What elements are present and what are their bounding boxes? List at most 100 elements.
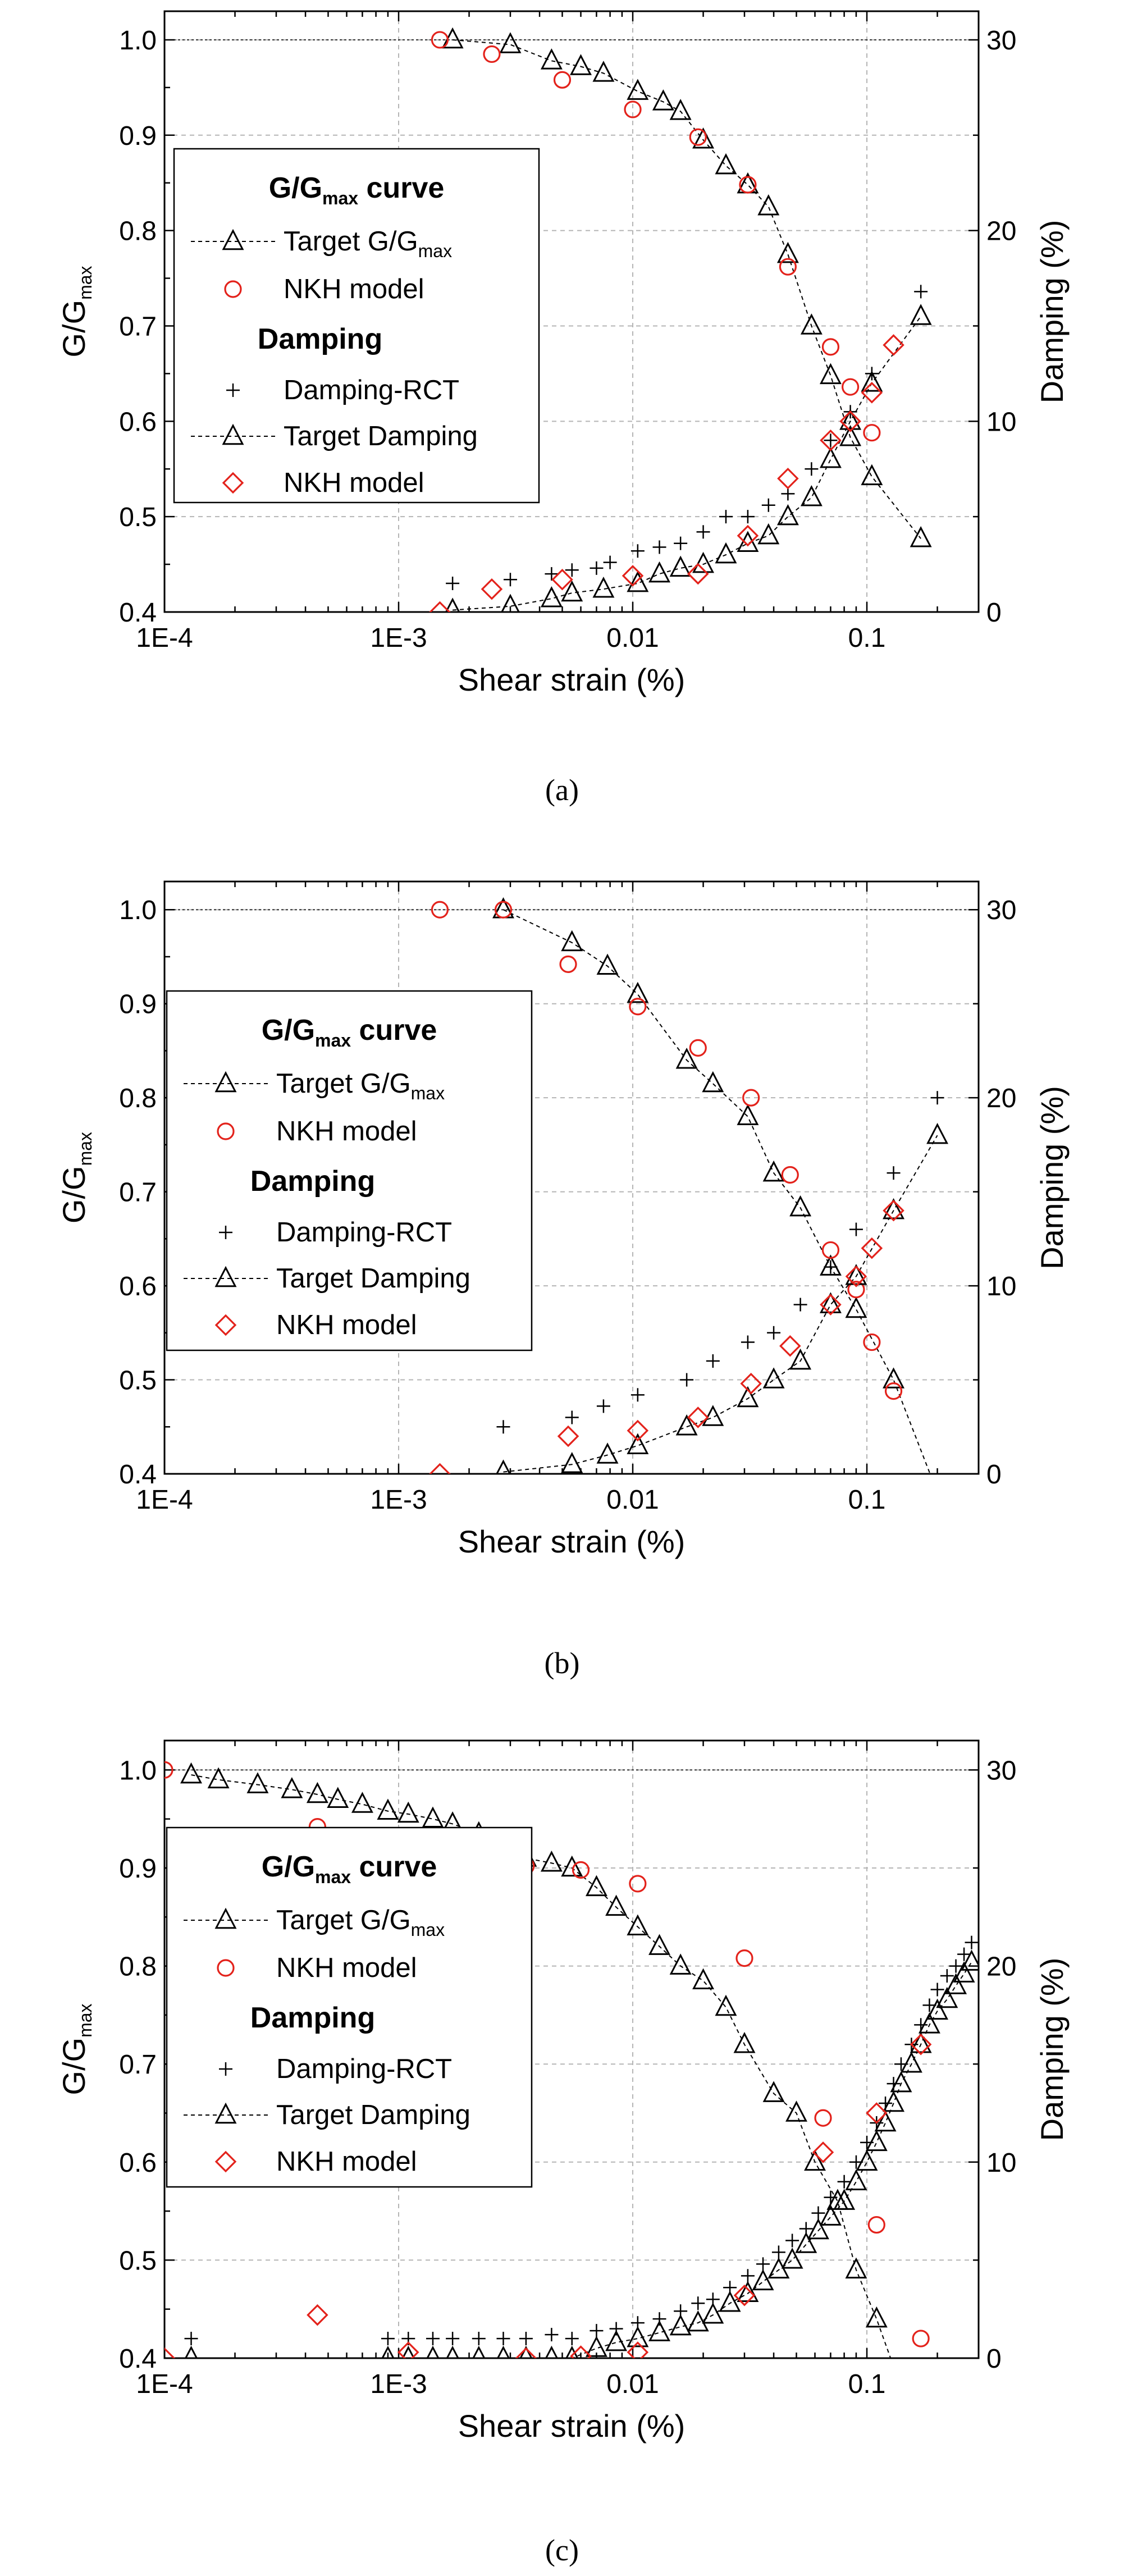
target_damping-point bbox=[845, 1264, 867, 1285]
legend-nkh-damping-label: NKH model bbox=[284, 468, 424, 498]
rct-point bbox=[771, 2245, 785, 2259]
target_gg-point bbox=[180, 1762, 202, 1784]
target_gg-point bbox=[804, 2149, 826, 2171]
chart-panel-a: 1E-4 1E-3 0.01 0.1 Shear strain (%) 0.4 0.5 0.6… bbox=[56, 10, 1070, 807]
plot-frame bbox=[163, 10, 980, 613]
target_gg-point bbox=[592, 61, 615, 82]
target_damping-point bbox=[446, 2345, 459, 2358]
x-axis: 1E-4 1E-3 0.01 0.1 Shear strain (%) bbox=[136, 11, 938, 697]
target_gg-point bbox=[648, 1934, 671, 1955]
rct-point bbox=[761, 498, 775, 512]
target_gg-point bbox=[596, 953, 619, 975]
nkh-damping-point bbox=[397, 2341, 419, 2358]
x-tick-label: 1E-3 bbox=[370, 1485, 427, 1515]
legend-group-damping-title: Damping bbox=[250, 1165, 375, 1198]
target_gg-point bbox=[246, 1772, 269, 1793]
nkh-damping-point bbox=[845, 1266, 867, 1287]
target_damping-point bbox=[926, 1122, 949, 1144]
nkh-gg-point bbox=[912, 2330, 930, 2347]
target_damping-point bbox=[648, 561, 671, 583]
rct-point bbox=[426, 2332, 440, 2346]
target_gg-point bbox=[351, 1792, 373, 1813]
plot-area bbox=[429, 27, 932, 612]
series-target_gg bbox=[180, 1762, 892, 2358]
legend-triangle-icon bbox=[214, 1071, 237, 1093]
target_damping-point bbox=[687, 2310, 709, 2332]
y-tick-label: 0.4 bbox=[119, 2344, 157, 2374]
target_damping-point bbox=[845, 2169, 867, 2190]
legend-circle-icon bbox=[224, 280, 242, 298]
target_damping-point bbox=[715, 542, 737, 564]
legend-target-gg-main: Target G/G bbox=[276, 1905, 411, 1935]
y2-tick-label: 0 bbox=[986, 2344, 1002, 2374]
legend-circle-icon bbox=[217, 1122, 235, 1140]
target_gg-point bbox=[762, 2081, 785, 2102]
y2-tick-label: 30 bbox=[986, 896, 1016, 925]
target_damping-point bbox=[627, 1433, 649, 1455]
target_damping-point bbox=[819, 2204, 842, 2226]
target_gg-point bbox=[692, 127, 715, 149]
y-tick-label: 0.5 bbox=[119, 503, 157, 532]
legend-group-gg-tail: curve bbox=[358, 172, 444, 204]
legend-group-gg-tail: curve bbox=[351, 1014, 437, 1047]
target_damping-point bbox=[839, 409, 862, 430]
y-tick-label: 1.0 bbox=[119, 1756, 157, 1785]
target_damping-point bbox=[561, 580, 583, 602]
y-tick-label: 0.8 bbox=[119, 1084, 157, 1113]
legend-target-gg-main: Target G/G bbox=[276, 1068, 411, 1099]
target_damping-point bbox=[702, 1405, 724, 1426]
nkh-gg-point bbox=[884, 1382, 903, 1400]
y-axis-left: 0.4 0.5 0.6 0.7 0.8 0.9 1.0 G/Gmax bbox=[56, 1756, 175, 2374]
target_gg-point bbox=[570, 54, 592, 75]
nkh-gg-point bbox=[867, 2216, 885, 2234]
rct-point bbox=[849, 1222, 863, 1236]
nkh-damping-point bbox=[551, 568, 573, 591]
legend-nkh-gg-label: NKH model bbox=[276, 1116, 417, 1147]
nkh-damping-point bbox=[883, 1199, 904, 1222]
legend-plus-icon bbox=[219, 1226, 232, 1239]
target_damping-point bbox=[819, 1292, 842, 1313]
nkh-gg-point bbox=[559, 955, 577, 973]
y-tick-label: 0.5 bbox=[119, 2246, 157, 2276]
nkh-damping-point bbox=[307, 2304, 328, 2326]
nkh-damping-point bbox=[429, 1463, 451, 1474]
target_damping-point bbox=[381, 2345, 395, 2358]
target_gg-point bbox=[789, 1195, 812, 1217]
nkh-damping-point bbox=[687, 1406, 709, 1428]
target_gg-point bbox=[669, 1953, 692, 1975]
y2-axis-title: Damping (%) bbox=[1034, 1958, 1070, 2141]
rct-point bbox=[446, 2332, 460, 2346]
rct-point bbox=[811, 2206, 825, 2220]
target_damping-point bbox=[900, 2051, 922, 2073]
nkh-damping-point bbox=[812, 2141, 834, 2163]
nkh-damping-point bbox=[861, 382, 883, 404]
y2-tick-label: 10 bbox=[986, 1272, 1016, 1301]
panel-label: (c) bbox=[545, 2533, 579, 2567]
y2-tick-label: 0 bbox=[986, 598, 1002, 628]
y2-axis-title: Damping (%) bbox=[1034, 1086, 1070, 1269]
x-tick-label: 1E-4 bbox=[136, 623, 193, 653]
x-tick-label: 1E-3 bbox=[370, 2369, 427, 2399]
target_gg-point bbox=[652, 89, 674, 111]
target_damping-point bbox=[737, 531, 759, 552]
legend-target-gg-sub: max bbox=[411, 1920, 445, 1940]
plot-area bbox=[429, 897, 949, 1474]
legend-group-gg-title: G/Gmax curve bbox=[262, 1014, 437, 1051]
series-target_damping bbox=[496, 1122, 949, 1474]
target_damping-point bbox=[833, 2189, 856, 2210]
panel-label: (b) bbox=[545, 1646, 580, 1680]
x-tick-label: 0.01 bbox=[606, 623, 659, 653]
x-axis: 1E-4 1E-3 0.01 0.1 Shear strain (%) bbox=[136, 881, 938, 1559]
rct-point bbox=[446, 577, 460, 591]
rct-point bbox=[652, 540, 666, 554]
y-axis-title: G/Gmax bbox=[56, 266, 95, 357]
y-tick-label: 0.4 bbox=[119, 598, 157, 628]
legend-group-gg-title: G/Gmax curve bbox=[262, 1851, 437, 1887]
nkh-gg-point bbox=[689, 1039, 707, 1057]
target_gg-point bbox=[306, 1782, 328, 1803]
rct-point bbox=[472, 2332, 486, 2346]
nkh-damping-point bbox=[627, 2341, 649, 2358]
legend-rct-label: Damping-RCT bbox=[284, 375, 459, 405]
legend-rct-label: Damping-RCT bbox=[276, 2054, 452, 2084]
x-axis-title: Shear strain (%) bbox=[458, 2408, 686, 2443]
